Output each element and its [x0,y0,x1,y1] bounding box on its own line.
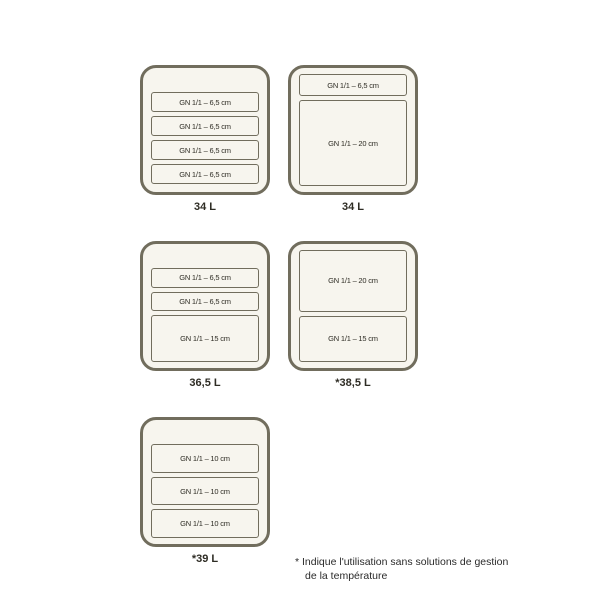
tray-label: GN 1/1 – 6,5 cm [179,170,231,179]
tray: GN 1/1 – 15 cm [151,315,259,362]
tray-label: GN 1/1 – 20 cm [328,139,378,148]
tray-label: GN 1/1 – 6,5 cm [179,273,231,282]
panel-row: GN 1/1 – 10 cm GN 1/1 – 10 cm GN 1/1 – 10 … [140,417,470,565]
tray: GN 1/1 – 6,5 cm [151,92,259,112]
tray: GN 1/1 – 15 cm [299,316,407,362]
tray: GN 1/1 – 20 cm [299,100,407,186]
tray: GN 1/1 – 6,5 cm [151,140,259,160]
tray-label: GN 1/1 – 6,5 cm [179,146,231,155]
tray-label: GN 1/1 – 15 cm [328,334,378,343]
tray-label: GN 1/1 – 6,5 cm [179,98,231,107]
diagram-area: GN 1/1 – 6,5 cmGN 1/1 – 6,5 cmGN 1/1 – 6… [140,65,470,593]
tray: GN 1/1 – 6,5 cm [151,292,259,312]
panel-wrap: GN 1/1 – 10 cm GN 1/1 – 10 cm GN 1/1 – 10 … [140,417,270,565]
tray: GN 1/1 – 6,5 cm [151,268,259,288]
tray: GN 1/1 – 6,5 cm [151,116,259,136]
footnote-line1: * Indique l'utilisation sans solutions d… [295,556,508,568]
footnote: * Indique l'utilisation sans solutions d… [295,555,508,583]
tray: GN 1/1 – 10 cm [151,509,259,538]
container-panel: GN 1/1 – 6,5 cm GN 1/1 – 6,5 cm GN 1/1 – 1… [140,241,270,371]
tray: GN 1/1 – 6,5 cm [151,164,259,184]
panel-caption: *39 L [192,553,218,565]
tray-label: GN 1/1 – 6,5 cm [327,81,379,90]
tray: GN 1/1 – 10 cm [151,477,259,506]
tray-label: GN 1/1 – 10 cm [180,454,230,463]
container-panel: GN 1/1 – 20 cm GN 1/1 – 15 cm [288,241,418,371]
container-panel: GN 1/1 – 10 cm GN 1/1 – 10 cm GN 1/1 – 10 … [140,417,270,547]
tray-label: GN 1/1 – 10 cm [180,487,230,496]
panel-caption: 36,5 L [189,377,220,389]
tray-label: GN 1/1 – 6,5 cm [179,297,231,306]
container-panel: GN 1/1 – 6,5 cm GN 1/1 – 6,5 cm GN 1/1 – 6… [140,65,270,195]
tray: GN 1/1 – 10 cm [151,444,259,473]
panel-wrap: GN 1/1 – 20 cm GN 1/1 – 15 cm *38,5 L [288,241,418,389]
panel-caption: *38,5 L [335,377,370,389]
container-panel: GN 1/1 – 6,5 cm GN 1/1 – 20 cm [288,65,418,195]
footnote-line2: de la température [295,569,387,583]
panel-row: GN 1/1 – 6,5 cmGN 1/1 – 6,5 cmGN 1/1 – 6… [140,65,470,213]
tray-label: GN 1/1 – 6,5 cm [179,122,231,131]
panel-wrap: GN 1/1 – 6,5 cm GN 1/1 – 20 cm 34 L [288,65,418,213]
tray-label: GN 1/1 – 20 cm [328,276,378,285]
tray: GN 1/1 – 20 cm [299,250,407,312]
tray-label: GN 1/1 – 15 cm [180,334,230,343]
panel-wrap: GN 1/1 – 6,5 cm GN 1/1 – 6,5 cm GN 1/1 – 1… [140,241,270,389]
panel-row: GN 1/1 – 6,5 cm GN 1/1 – 6,5 cm GN 1/1 – 1… [140,241,470,389]
tray-label: GN 1/1 – 10 cm [180,519,230,528]
panel-wrap: GN 1/1 – 6,5 cm GN 1/1 – 6,5 cm GN 1/1 – 6… [140,65,270,213]
panel-caption: 34 L [342,201,364,213]
tray: GN 1/1 – 6,5 cm [299,74,407,96]
panel-caption: 34 L [194,201,216,213]
